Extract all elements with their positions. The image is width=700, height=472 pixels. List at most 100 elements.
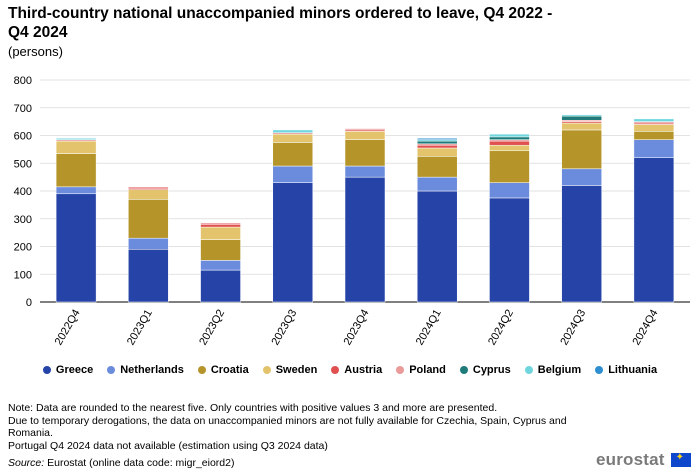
bar-segment-sweden [561,122,602,131]
bar-segment-sweden [272,133,314,143]
bar-segment-sweden [344,131,386,140]
bar-segment-croatia [344,139,386,167]
bar-segment-croatia [128,199,169,239]
bar-segment-sweden [200,226,241,240]
legend-swatch [524,366,533,374]
y-tick-label: 500 [14,158,32,170]
bar-segment-netherlands [272,165,314,183]
legend-item-austria: Austria [331,364,382,376]
bar-segment-croatia [55,153,97,188]
bar-segment-greece [633,157,675,303]
bar-segment-netherlands [200,260,241,271]
legend-swatch [42,366,51,374]
y-tick-label: 300 [14,214,32,226]
legend-label: Poland [409,364,446,376]
source-label: Source: [8,457,45,469]
chart-legend: Greece Netherlands Croatia Sweden Austria Pol… [0,364,700,376]
x-tick-label: 2024Q4 [631,308,661,348]
bar-segment-belgium [633,118,675,122]
bar-segment-greece [489,197,530,303]
bar-segment-sweden [489,144,530,152]
chart-notes: Note: Data are rounded to the nearest fi… [8,402,568,452]
bar-segment-sweden [55,140,97,154]
legend-label: Croatia [210,364,249,376]
y-tick-label: 100 [14,269,32,281]
legend-label: Greece [55,364,94,376]
bar-segment-cyprus [489,136,530,140]
chart-title: Third-country national unaccompanied min… [8,5,553,41]
eu-flag-icon [670,452,691,467]
legend-item-croatia: Croatia [197,364,249,376]
bars [55,114,675,303]
legend-label: Cyprus [472,364,511,376]
x-axis: 2022Q4 2023Q1 2023Q2 2023Q3 2023Q4 2024Q1 2024… [53,308,661,348]
y-tick-label: 200 [14,242,32,254]
bar-segment-greece [344,176,386,303]
bar-segment-austria [489,140,530,146]
bar-segment-austria [200,224,241,228]
bar-segment-belgium [272,129,314,133]
legend-label: Austria [344,364,383,376]
bar-segment-belgium [489,133,530,138]
bar-segment-netherlands [344,165,386,178]
bar-segment-greece [272,182,314,303]
bar-segment-croatia [200,239,241,261]
note-line: Due to temporary derogations, the data o… [8,414,567,440]
legend-label: Belgium [537,364,582,376]
bar-segment-belgium [561,114,602,117]
x-tick-label: 2023Q3 [269,308,299,348]
x-tick-label: 2023Q1 [125,308,155,348]
bar-segment-croatia [489,150,530,183]
y-tick-label: 0 [26,297,32,309]
x-tick-label: 2024Q2 [486,308,516,348]
bar-segment-poland [128,186,169,189]
legend-swatch [595,366,604,374]
legend-item-cyprus: Cyprus [459,364,511,376]
bar-segment-netherlands [55,186,97,195]
note-line: Portugal Q4 2024 data not available (est… [8,439,328,452]
source-text: Eurostat (online data code: migr_eiord2) [47,457,235,469]
bar-segment-greece [200,269,241,303]
legend-label: Sweden [275,364,318,376]
legend-swatch [107,366,116,374]
y-tick-label: 800 [14,75,32,87]
x-tick-label: 2022Q4 [53,308,83,348]
chart-subtitle: (persons) [8,44,63,59]
legend-swatch [197,366,206,374]
bar-segment-cyprus [561,115,602,121]
bar-segment-croatia [416,156,458,178]
legend-item-poland: Poland [396,364,446,376]
legend-swatch [262,366,271,374]
legend-item-netherlands: Netherlands [107,364,184,376]
bar-segment-netherlands [128,237,169,250]
bar-segment-sweden [416,147,458,157]
bar-segment-poland [200,222,241,225]
legend-label: Lithuania [608,364,658,376]
bar-segment-lithuania [416,138,458,140]
bar-segment-greece [55,193,97,303]
legend-item-greece: Greece [42,364,94,376]
x-tick-label: 2023Q4 [342,308,372,348]
logo-text: eurostat [596,450,665,469]
x-tick-label: 2024Q3 [558,308,588,348]
eurostat-logo: eurostat [596,450,691,470]
legend-item-lithuania: Lithuania [595,364,657,376]
bar-segment-netherlands [633,139,675,158]
x-tick-label: 2024Q1 [414,308,444,348]
legend-item-belgium: Belgium [524,364,582,376]
legend-label: Netherlands [120,364,184,376]
y-tick-label: 400 [14,186,32,198]
x-tick-label: 2023Q2 [197,308,227,348]
bar-segment-croatia [272,142,314,167]
bar-segment-sweden [128,189,169,200]
y-tick-label: 700 [14,103,32,115]
bar-segment-poland [344,128,386,131]
bar-segment-sweden [633,124,675,132]
bar-segment-netherlands [561,168,602,186]
legend-item-sweden: Sweden [262,364,318,376]
bar-segment-croatia [561,129,602,170]
bar-segment-belgium [55,138,97,140]
bar-segment-greece [128,249,169,303]
bar-segment-greece [561,185,602,303]
